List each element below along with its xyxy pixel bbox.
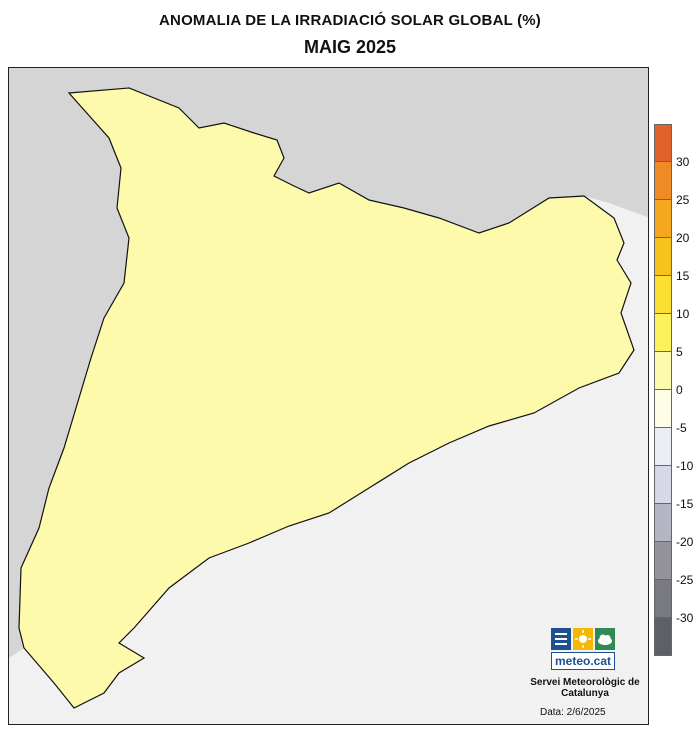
legend-swatch [654, 580, 672, 618]
legend-swatch [654, 618, 672, 656]
bars-icon [551, 628, 571, 650]
legend-swatch [654, 390, 672, 428]
legend-label: 0 [676, 383, 683, 397]
legend-label: 10 [676, 307, 690, 321]
legend-label: -10 [676, 459, 694, 473]
legend-swatch [654, 428, 672, 466]
organization-name: Servei Meteorològic de Catalunya [530, 677, 640, 699]
logo-text: meteo.cat [551, 652, 615, 670]
legend-label: 5 [676, 345, 683, 359]
meteocat-logo: meteo.cat [551, 628, 615, 670]
legend-label: -25 [676, 573, 694, 587]
legend-label: 30 [676, 155, 690, 169]
legend-swatch [654, 314, 672, 352]
legend-label: 25 [676, 193, 690, 207]
legend-label: 20 [676, 231, 690, 245]
legend-label: -20 [676, 535, 694, 549]
legend-swatch [654, 238, 672, 276]
legend-label: -30 [676, 611, 694, 625]
legend-swatch [654, 200, 672, 238]
pyrenees-terrain [9, 68, 648, 658]
legend-label: -5 [676, 421, 687, 435]
map-title: ANOMALIA DE LA IRRADIACIÓ SOLAR GLOBAL (… [159, 12, 541, 29]
legend-swatch [654, 466, 672, 504]
legend-swatch [654, 504, 672, 542]
cloud-icon [595, 628, 615, 650]
map-frame [8, 67, 649, 725]
sun-icon [573, 628, 593, 650]
legend-swatch [654, 124, 672, 162]
date-label: Data: 2/6/2025 [540, 707, 606, 718]
legend-swatch [654, 276, 672, 314]
legend-swatch [654, 352, 672, 390]
map-subtitle: MAIG 2025 [303, 37, 397, 57]
catalonia-map [9, 68, 648, 709]
legend-swatch [654, 542, 672, 580]
legend-label: 15 [676, 269, 690, 283]
legend-label: -15 [676, 497, 694, 511]
legend-swatch [654, 162, 672, 200]
